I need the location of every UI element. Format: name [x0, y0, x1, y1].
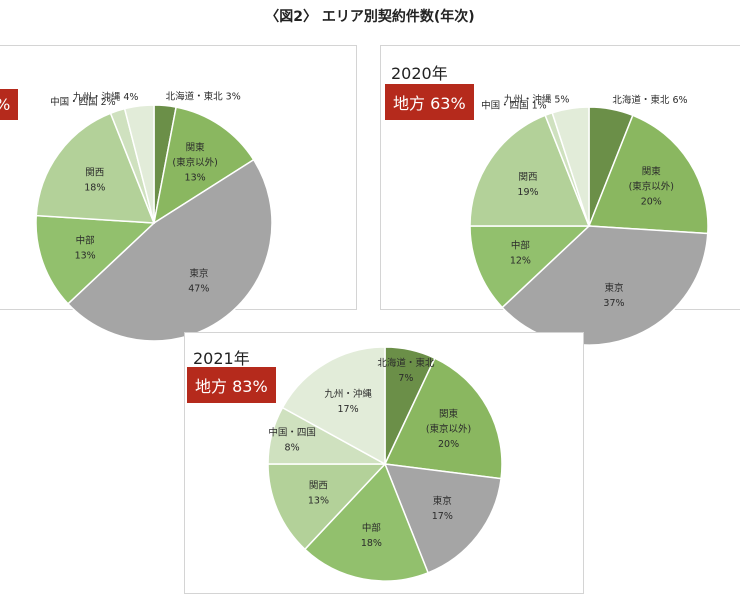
slice-label: 北海道・東北 7% [377, 357, 435, 384]
slice-label: 関東(東京以外) 20% [629, 165, 674, 207]
slice-label: 北海道・東北 6% [612, 94, 687, 106]
slice-label: 東京 37% [603, 282, 624, 309]
slice-label: 中国・四国 8% [268, 427, 316, 454]
pie-slice [469, 114, 591, 227]
pie-slice [123, 104, 155, 224]
pie-slice [267, 463, 387, 551]
pie-slice [66, 158, 273, 342]
slice-label: 九州・沖縄 17% [324, 388, 372, 415]
chart-panel-2021: 2021年 地方 83% 北海道・東北 7% 関東(東京以外) 20% 東京 17% 中部 1… [184, 332, 584, 594]
pie-chart-2019: 北海道・東北 3% 関東(東京以外) 13% 東京 47% 中部 13% 関西 18% 中国・四国… [35, 91, 273, 342]
pie-slice [35, 214, 156, 305]
pie-slice [551, 106, 590, 227]
slice-label: 関西 13% [308, 480, 329, 506]
pie-slice [383, 463, 502, 574]
figure-title: 〈図2〉 エリア別契約件数(年次) [265, 9, 475, 25]
pie-chart-2020: 北海道・東北 6% 関東(東京以外) 20% 東京 37% 中部 12% 関西 19% 中国・四国… [469, 94, 709, 346]
slice-label: 関西 19% [517, 172, 538, 198]
pie-slice [281, 346, 386, 466]
regional-share-badge: 地方 83% [187, 367, 276, 403]
pie-slice [152, 106, 255, 225]
slice-label: 関東(東京以外) 13% [172, 141, 217, 183]
pie-chart-2021: 北海道・東北 7% 関東(東京以外) 20% 東京 17% 中部 18% 関西 13% 中国・四国 8… [267, 346, 503, 582]
pie-slice [303, 462, 430, 582]
slice-label: 中部 12% [510, 240, 531, 267]
slice-label: 中国・四国 1% [481, 99, 547, 111]
slice-label: 九州・沖縄 5% [504, 94, 570, 106]
slice-label: 関西 18% [84, 167, 105, 193]
slice-label: 九州・沖縄 4% [73, 91, 139, 103]
pie-slice [587, 114, 709, 235]
slice-label: 東京 47% [188, 267, 209, 294]
pie-slice [35, 112, 156, 224]
slice-label: 中部 18% [361, 522, 382, 549]
pie-slice [501, 225, 709, 346]
chart-panel-2020: 2020年 地方 63% 北海道・東北 6% 関東(東京以外) 20% 東京 37% 中部… [380, 45, 740, 346]
slice-label: 中国・四国 2% [50, 96, 116, 108]
regional-share-badge: 3% [0, 89, 19, 120]
year-label: 2020年 [391, 64, 448, 83]
slice-label: 北海道・東北 3% [166, 91, 241, 103]
regional-share-badge: 地方 63% [385, 84, 474, 120]
pie-slice [469, 225, 591, 309]
slice-label: 中部 13% [75, 234, 96, 261]
slice-label: 東京 17% [432, 495, 453, 522]
pie-slice [383, 357, 503, 480]
slice-label: 関東(東京以外) 20% [426, 408, 471, 450]
year-label: 2021年 [193, 349, 250, 368]
